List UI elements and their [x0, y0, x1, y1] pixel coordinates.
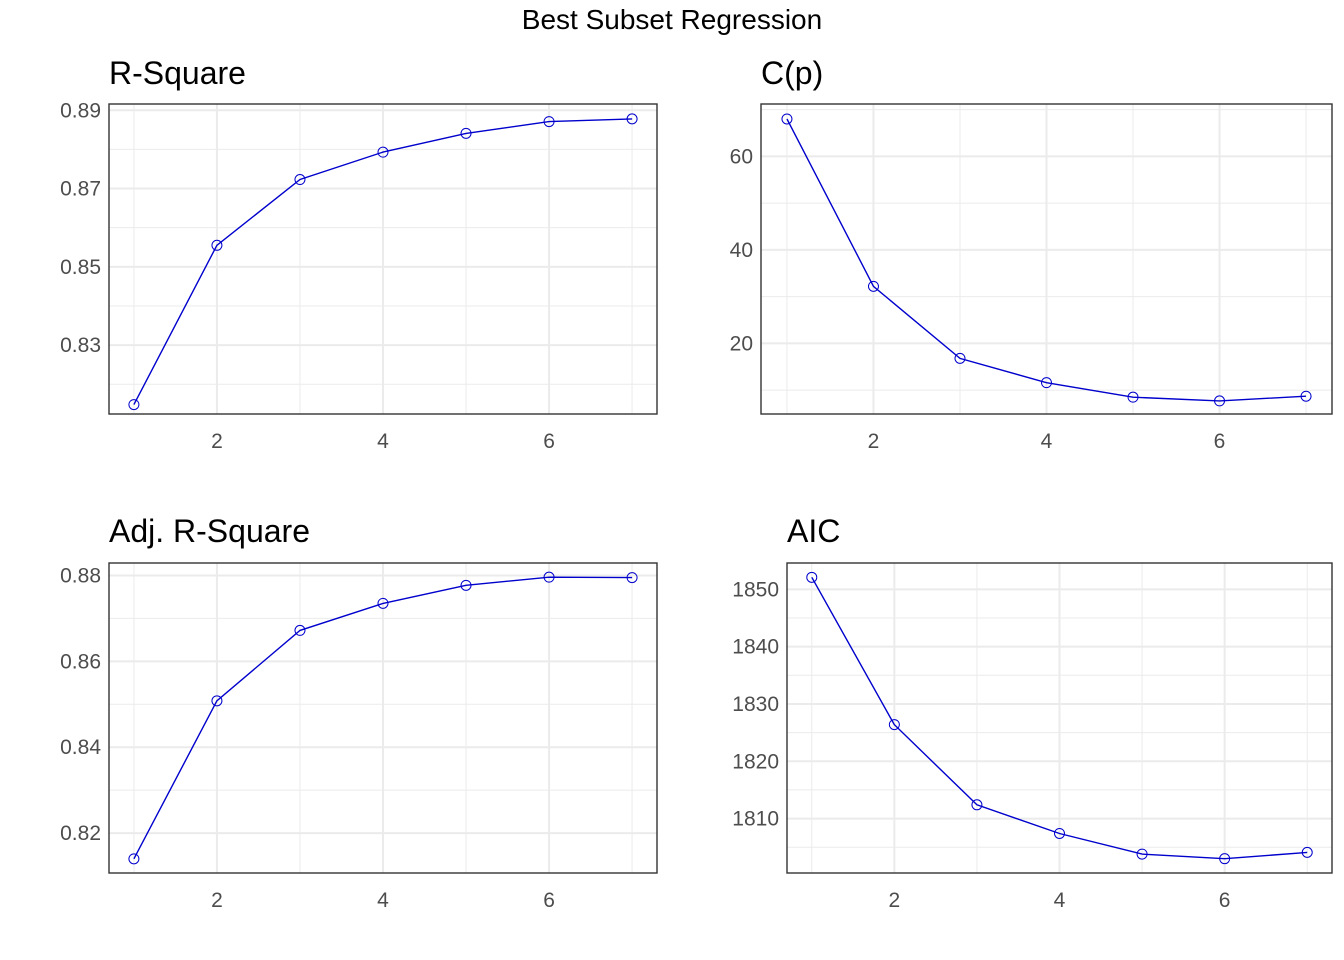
x-tick-label: 2: [868, 430, 880, 453]
data-point: [806, 571, 818, 583]
data-point: [543, 571, 555, 583]
panel-border: [108, 103, 658, 415]
x-tick-label: 6: [1219, 889, 1231, 912]
x-tick-label: 6: [543, 430, 555, 453]
panel-title: AIC: [787, 513, 840, 549]
data-point: [1214, 395, 1226, 407]
data-point: [460, 127, 472, 139]
x-tick-label: 4: [377, 889, 389, 912]
y-tick-label: 0.88: [60, 564, 101, 587]
data-point: [1136, 848, 1148, 860]
chart-panel: 2 4 6 0.82 0.84 0.86 0.88 Adj. R-Square: [60, 513, 658, 912]
y-tick-label: 0.84: [60, 736, 101, 759]
data-point: [211, 695, 223, 707]
y-tick-label: 0.82: [60, 822, 101, 845]
panel-title: C(p): [761, 55, 823, 91]
y-tick-label: 0.87: [60, 178, 101, 201]
y-tick-label: 1810: [732, 808, 779, 831]
y-tick-label: 0.89: [60, 99, 101, 122]
data-point: [1041, 377, 1052, 389]
panel-title: Adj. R-Square: [109, 513, 310, 549]
y-tick-label: 0.85: [60, 256, 101, 279]
x-tick-label: 4: [1054, 889, 1066, 912]
y-tick-label: 1840: [732, 636, 779, 659]
series-line: [786, 118, 1307, 402]
chart-panel: 2 4 6 1810 1820 1830 1840 1850 AIC: [732, 513, 1333, 912]
data-point: [626, 572, 638, 584]
y-tick-label: 60: [730, 145, 753, 168]
series-line: [133, 576, 633, 860]
data-point: [1300, 390, 1312, 402]
data-point: [867, 280, 879, 292]
data-point: [971, 799, 983, 811]
x-tick-label: 4: [1041, 430, 1053, 453]
data-point: [781, 113, 793, 125]
y-tick-label: 40: [730, 239, 753, 262]
x-tick-label: 6: [1214, 430, 1226, 453]
y-tick-label: 0.83: [60, 334, 101, 357]
data-point: [211, 239, 223, 251]
data-point: [377, 597, 389, 609]
panel-border: [760, 103, 1333, 415]
y-tick-label: 0.86: [60, 650, 101, 673]
x-tick-label: 6: [543, 889, 555, 912]
data-point: [294, 174, 306, 186]
y-tick-label: 1830: [732, 693, 779, 716]
y-tick-label: 1850: [732, 578, 779, 601]
data-point: [626, 113, 638, 125]
x-tick-label: 4: [377, 430, 389, 453]
data-point: [1301, 846, 1313, 858]
data-point: [954, 352, 966, 364]
data-point: [543, 116, 555, 128]
chart-panel: 2 4 6 0.83 0.85 0.87 0.89 R-Square: [60, 55, 658, 453]
x-tick-label: 2: [211, 430, 223, 453]
y-tick-label: 20: [730, 332, 753, 355]
x-tick-label: 2: [211, 889, 223, 912]
panel-border: [786, 562, 1333, 874]
data-point: [1219, 853, 1231, 865]
data-point: [128, 399, 140, 411]
data-point: [128, 853, 140, 865]
y-tick-label: 1820: [732, 750, 779, 773]
data-point: [888, 719, 900, 731]
series-line: [811, 576, 1308, 860]
data-point: [1127, 391, 1139, 403]
x-tick-label: 2: [889, 889, 901, 912]
figure-title: Best Subset Regression: [521, 4, 823, 35]
series-line: [133, 118, 633, 405]
data-point: [1054, 827, 1065, 839]
chart-panel: 2 4 6 20 40 60 C(p): [730, 55, 1333, 453]
panel-border: [108, 562, 658, 874]
panel-title: R-Square: [109, 55, 246, 91]
data-point: [294, 624, 306, 636]
data-point: [377, 146, 389, 158]
data-point: [460, 579, 472, 591]
